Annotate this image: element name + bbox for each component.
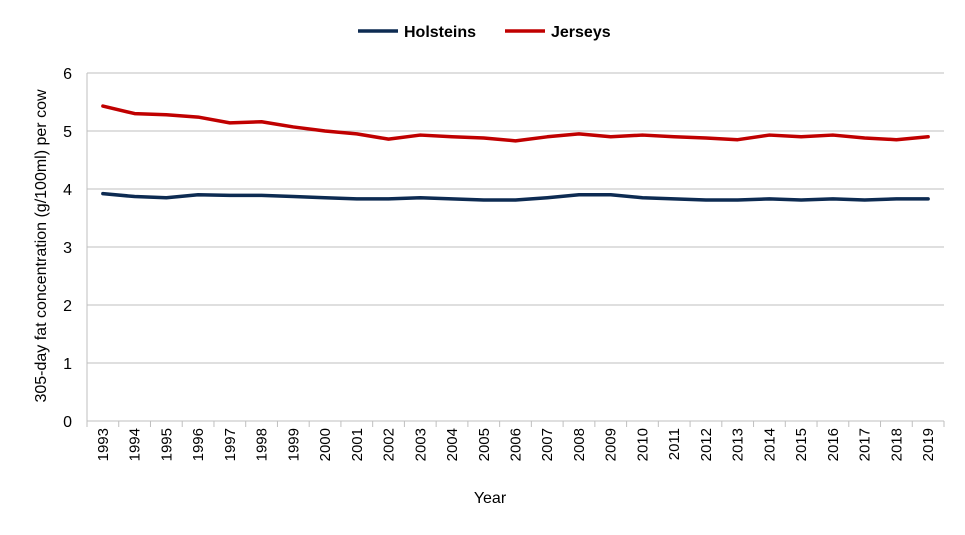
x-tick-label: 2017 — [857, 428, 874, 461]
x-tick-label: 1997 — [222, 428, 239, 461]
axes — [86, 73, 945, 427]
legend: Holsteins Jerseys — [358, 24, 611, 41]
y-tick-label: 5 — [63, 124, 72, 141]
x-tick-label: 1995 — [158, 428, 175, 461]
x-tick-label: 2006 — [508, 428, 525, 461]
y-axis-title: 305-day fat concentration (g/100ml) per … — [33, 89, 50, 403]
x-tick-labels: 1993 1994 1995 1996 1997 1998 1999 2000 2001 2002… — [95, 428, 937, 461]
x-tick-label: 2002 — [381, 428, 398, 461]
x-tick-label: 2009 — [603, 428, 620, 461]
x-tick-label: 2003 — [412, 428, 429, 461]
grid-lines — [87, 72, 944, 364]
x-tick-label: 2008 — [571, 428, 588, 461]
x-tick-label: 2015 — [793, 428, 810, 461]
x-tick-label: 2016 — [825, 428, 842, 461]
x-tick-label: 1994 — [127, 428, 144, 461]
x-tick-label: 2014 — [761, 428, 778, 461]
legend-label: Holsteins — [404, 24, 476, 41]
x-tick-label: 2018 — [888, 428, 905, 461]
x-tick-label: 1998 — [254, 428, 271, 461]
y-tick-label: 4 — [63, 182, 72, 199]
x-tick-label: 2000 — [317, 428, 334, 461]
x-tick-label: 2012 — [698, 428, 715, 461]
x-tick-label: 2001 — [349, 428, 366, 461]
x-axis-title: Year — [474, 490, 507, 507]
x-tick-label: 2013 — [730, 428, 747, 461]
legend-item-jerseys: Jerseys — [505, 24, 611, 41]
legend-item-holsteins: Holsteins — [358, 24, 476, 41]
x-tick-label: 2004 — [444, 428, 461, 461]
x-tick-label: 1993 — [95, 428, 112, 461]
x-tick-label: 2005 — [476, 428, 493, 461]
y-tick-labels: 0 1 2 3 4 5 6 — [63, 66, 72, 431]
series-lines — [101, 104, 930, 202]
x-tick-label: 2011 — [666, 428, 683, 460]
legend-label: Jerseys — [551, 24, 611, 41]
y-tick-label: 6 — [63, 66, 72, 83]
series-line-jerseys — [101, 104, 930, 143]
x-tick-label: 2007 — [539, 428, 556, 461]
x-tick-label: 2019 — [920, 428, 937, 461]
y-tick-label: 1 — [63, 356, 72, 373]
y-tick-label: 0 — [63, 414, 72, 431]
x-tick-label: 2010 — [634, 428, 651, 461]
x-tick-label: 1996 — [190, 428, 207, 461]
y-tick-label: 3 — [63, 240, 72, 257]
series-line-holsteins — [101, 191, 930, 202]
x-tick-label: 1999 — [285, 428, 302, 461]
y-tick-label: 2 — [63, 298, 72, 315]
